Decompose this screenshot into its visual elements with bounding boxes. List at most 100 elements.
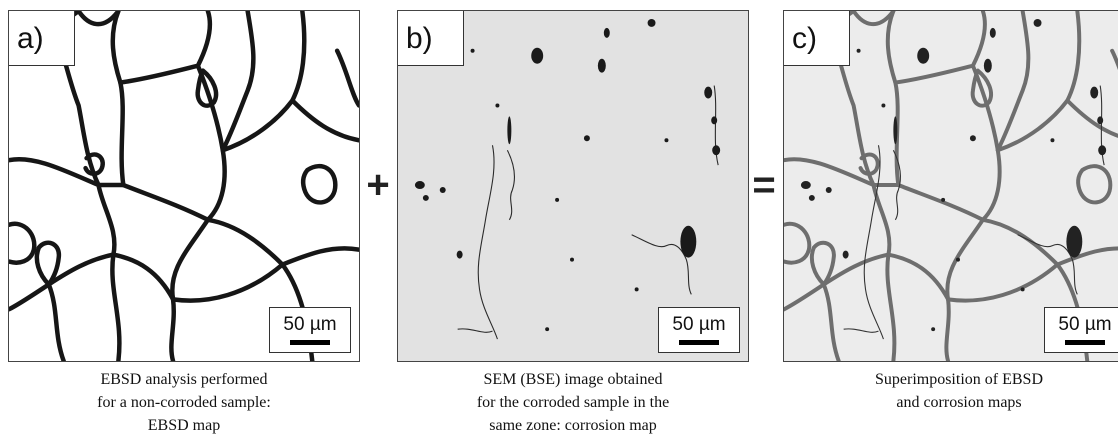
corrosion-pit [495,103,500,108]
corrosion-pit [647,18,656,27]
corrosion-pit [989,27,996,38]
grain-boundary [946,262,1060,303]
caption-sem-line-2: for the corroded sample in the [476,394,670,411]
caption-sem-line-1: SEM (BSE) image obtained [483,371,663,388]
corrosion-pit [680,225,697,258]
grain-boundary [111,252,176,302]
superimposed-image [784,11,1118,361]
superimposition-panel: c) 50 µm [783,10,1118,362]
corrosion-crack [892,149,901,221]
corrosion-pit [969,135,976,142]
corrosion-pit [555,197,560,202]
grain-boundary [1065,98,1118,138]
scale-bar-text-a: 50 µm [283,314,337,335]
caption-superimposition: Superimposition of EBSD and corrosion ma… [783,368,1118,414]
grain-boundary [9,156,101,188]
corrosion-crack [1099,85,1105,166]
panel-label-a: a) [9,11,75,66]
caption-superimposition-line-1: Superimposition of EBSD [874,371,1043,388]
grain-boundary [821,282,841,361]
grain-boundary [83,152,105,177]
grain-boundary [96,11,126,188]
corrosion-pit [983,58,992,73]
ebsd-map-panel: a) 50 µm [8,10,360,362]
grain-boundary [871,11,901,187]
panel-label-c: c) [784,11,850,66]
corrosion-pit [1090,86,1099,99]
corrosion-pit [603,27,610,38]
corrosion-pit [1020,287,1025,292]
sem-bse-image [398,11,748,361]
grain-boundary [784,157,876,187]
corrosion-pit [439,186,446,193]
scale-bar-text-b: 50 µm [672,314,726,335]
corrosion-crack [713,85,719,166]
grain-boundary [300,163,338,205]
corrosion-pit [470,48,475,53]
grain-boundary [858,152,880,176]
corrosion-crack [1017,234,1078,295]
grain-boundary [280,246,359,267]
grain-boundary [46,282,66,361]
grain-boundary [290,98,359,143]
corrosion-crack [506,149,515,221]
corrosion-pit [1098,145,1107,156]
caption-sem-line-3: same zone: corrosion map [489,417,657,434]
corrosion-pit [712,145,721,156]
corrosion-pit [856,48,861,53]
caption-superimposition-line-2: and corrosion maps [896,394,1022,411]
corrosion-pit [414,181,425,189]
corrosion-pit [1097,116,1104,125]
grain-boundary [34,240,61,287]
corrosion-pit [941,197,946,202]
corrosion-crack [863,145,884,340]
grain-boundary [809,240,836,287]
grain-boundary [886,252,951,302]
grain-boundary [1110,48,1118,71]
corrosion-pit [507,116,512,145]
grain-boundary [334,48,359,108]
grain-boundary [1076,164,1113,205]
grain-boundary [995,11,1031,153]
grain-boundary [851,11,896,27]
scale-bar-line-c [1065,340,1105,345]
corrosion-pit [704,86,713,99]
grain-boundary [896,183,985,222]
corrosion-pit [597,58,606,73]
ebsd-grain-boundary-image [9,11,359,361]
corrosion-pit [570,257,574,262]
grain-boundary [195,68,219,108]
corrosion-pit [808,194,815,201]
grain-boundary [220,11,256,153]
caption-ebsd-line-2: for a non-corroded sample: [97,394,271,411]
grain-boundary [170,262,285,303]
corrosion-pit [881,103,886,108]
caption-ebsd: EBSD analysis performed for a non-corrod… [8,368,360,437]
corrosion-pit [545,327,550,332]
corrosion-pit [931,327,936,332]
corrosion-pit [956,257,960,262]
equals-operator: = [752,163,776,207]
grain-boundary [1055,246,1118,267]
scale-bar-text-c: 50 µm [1058,314,1112,335]
corrosion-pit [917,47,930,64]
corrosion-pit [825,186,832,193]
corrosion-pit [664,138,669,143]
grain-boundary [970,68,994,108]
scale-bar-line-b [679,340,719,345]
grain-boundary [76,11,121,27]
corrosion-pit [1050,138,1055,143]
scale-bar-b: 50 µm [658,307,740,353]
corrosion-pit [842,250,849,259]
corrosion-pit [531,47,544,64]
plus-operator: + [366,163,390,207]
sem-corrosion-panel: b) 50 µm [397,10,749,362]
corrosion-pit [1066,225,1083,258]
corrosion-pit [800,181,811,189]
corrosion-crack [843,328,879,333]
corrosion-pit [711,116,718,125]
corrosion-crack [477,145,498,340]
corrosion-crack [631,234,692,295]
corrosion-pit [893,116,898,145]
corrosion-pit [422,194,429,201]
